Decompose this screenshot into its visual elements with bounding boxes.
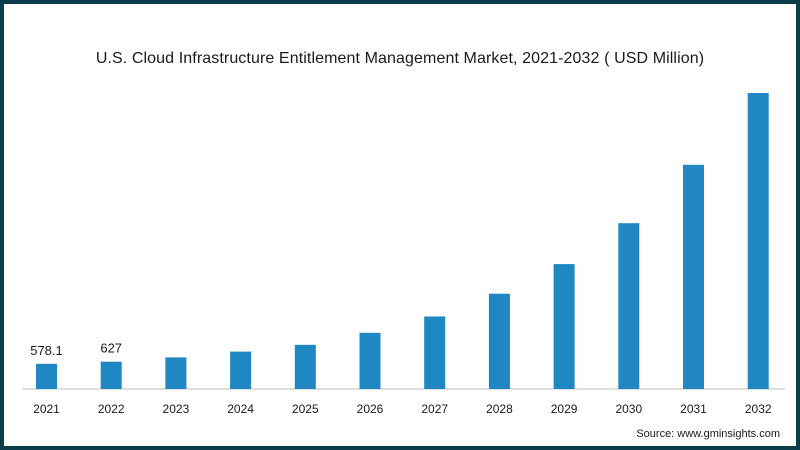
bar-2024 <box>230 351 252 389</box>
x-tick-label-2030: 2030 <box>615 402 642 416</box>
bar-2023 <box>165 357 187 389</box>
bar-2030 <box>618 223 640 389</box>
data-label-2022: 627 <box>100 341 122 356</box>
x-tick-label-2023: 2023 <box>163 402 190 416</box>
x-tick-label-2026: 2026 <box>357 402 384 416</box>
data-label-2021: 578.1 <box>30 343 63 358</box>
source-note: Source: www.gminsights.com <box>636 428 780 440</box>
x-tick-label-2025: 2025 <box>292 402 319 416</box>
bar-2022 <box>100 361 122 389</box>
bar-2031 <box>683 164 704 389</box>
bars-group <box>36 93 769 389</box>
x-tick-label-2029: 2029 <box>551 402 578 416</box>
x-tick-label-2032: 2032 <box>745 402 772 416</box>
x-tick-labels-group: 2021 2022 2023 2024 2025 2026 2027 2028 2029 2030… <box>33 402 772 416</box>
chart-title: U.S. Cloud Infrastructure Entitlement Ma… <box>95 50 705 67</box>
bar-2032 <box>747 93 769 389</box>
bar-2027 <box>424 316 446 389</box>
x-tick-label-2021: 2021 <box>33 402 60 416</box>
x-tick-label-2028: 2028 <box>486 402 513 416</box>
bar-2025 <box>294 344 316 389</box>
bar-2028 <box>488 293 510 389</box>
x-tick-label-2031: 2031 <box>680 402 707 416</box>
x-tick-label-2027: 2027 <box>421 402 448 416</box>
x-tick-label-2024: 2024 <box>227 402 254 416</box>
bar-2026 <box>359 332 381 389</box>
bar-2029 <box>553 264 575 389</box>
bar-2021 <box>36 363 57 389</box>
x-tick-label-2022: 2022 <box>98 402 125 416</box>
data-labels-group: 578.1 627 <box>30 341 122 358</box>
